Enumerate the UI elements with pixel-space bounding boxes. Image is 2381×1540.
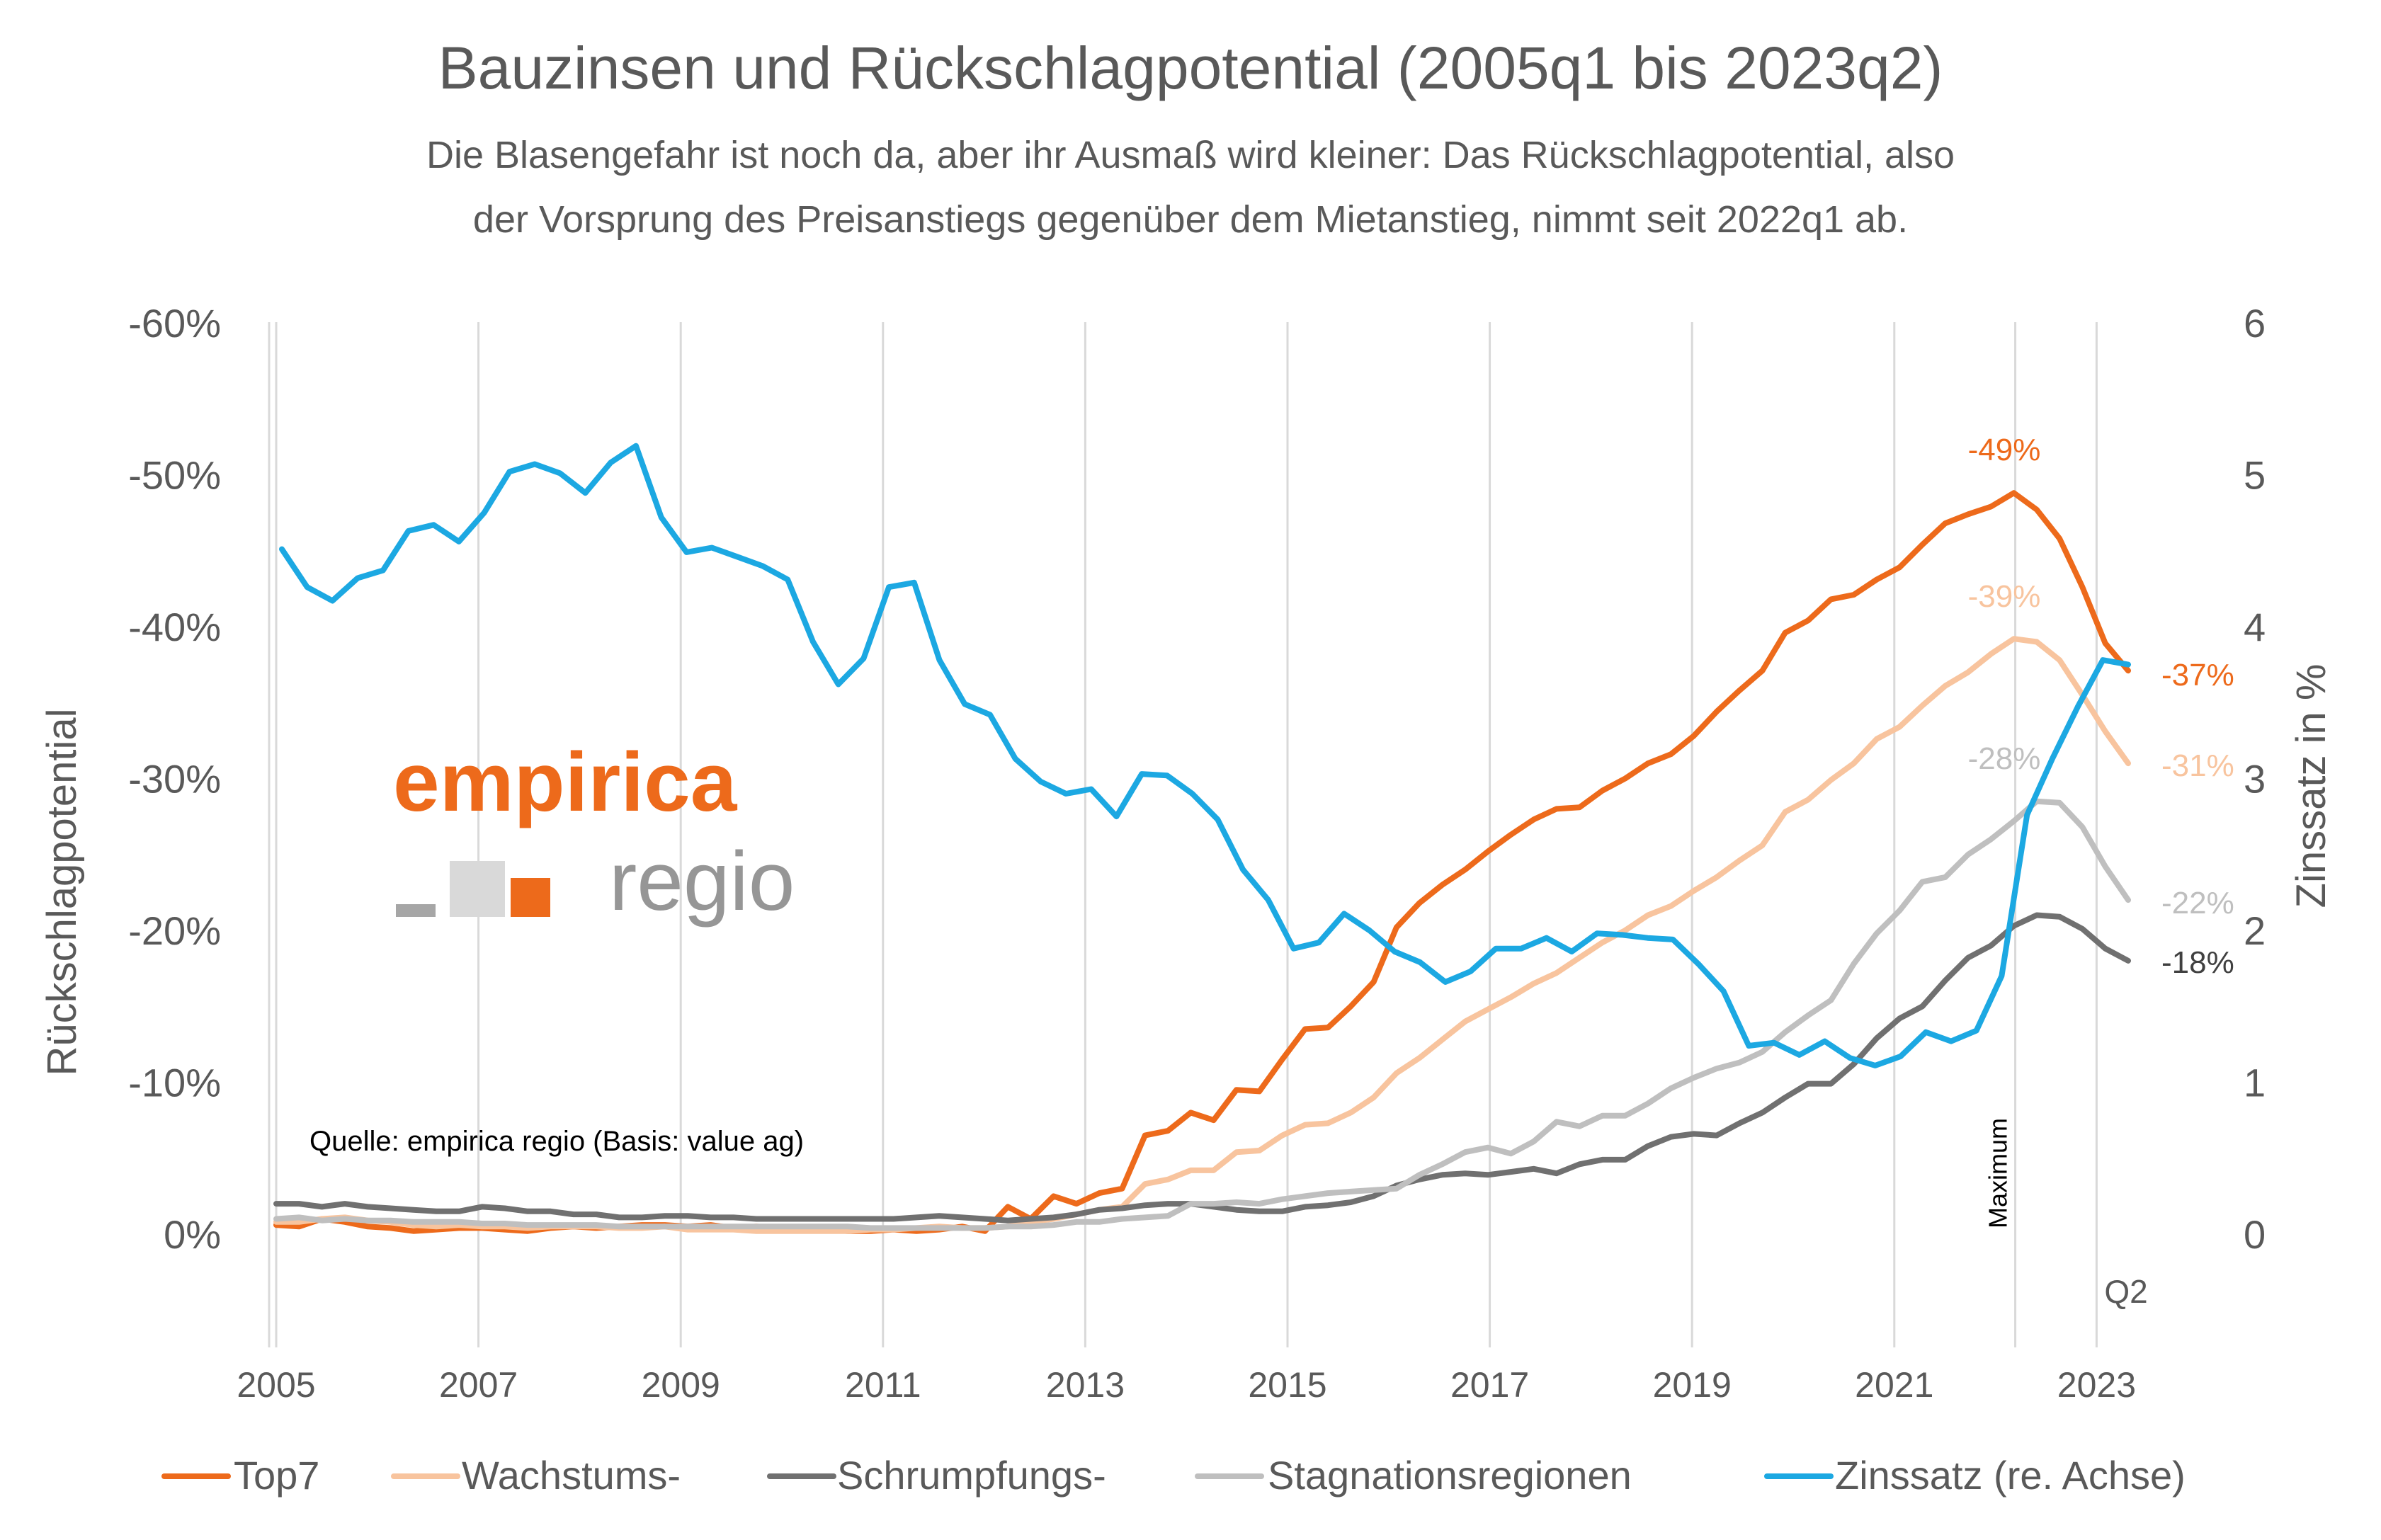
y-right-axis-title: Zinssatz in %: [2288, 664, 2334, 908]
x-tick-label: 2015: [1248, 1365, 1326, 1405]
y-left-tick-label: -10%: [128, 1061, 221, 1105]
maximum-marker: Maximum Q2: [1984, 322, 2148, 1347]
source-note: Quelle: empirica regio (Basis: value ag): [309, 1126, 804, 1157]
label-wachstum-end: -31%: [2161, 748, 2234, 783]
label-top7-peak: -49%: [1968, 433, 2041, 467]
y-right-tick-label: 1: [2244, 1061, 2266, 1105]
legend-label-3: Stagnationsregionen: [1268, 1453, 1632, 1498]
y-right-tick-label: 3: [2244, 757, 2266, 802]
series-line-0: [273, 490, 2131, 1234]
label-schrumpfung-end: -18%: [2161, 945, 2234, 980]
x-tick-label: 2005: [237, 1365, 315, 1405]
x-tick-label: 2009: [642, 1365, 720, 1405]
x-tick-label: 2017: [1450, 1365, 1529, 1405]
series-line-4: [279, 443, 2131, 1068]
y-left-tick-label: -40%: [128, 605, 221, 649]
series-line-2: [273, 912, 2131, 1224]
logo-square-1: [396, 904, 436, 917]
series-layer: [273, 443, 2131, 1234]
y-left-tick-label: -50%: [128, 453, 221, 498]
label-stagnation-peak: -28%: [1968, 741, 2041, 776]
y-right-tick-label: 4: [2244, 605, 2266, 649]
legend: Top7 Wachstums- Schrumpfungs- Stagnationsre…: [161, 1453, 2186, 1498]
logo-wordmark-regio: regio: [609, 835, 795, 928]
series-line-3: [273, 798, 2131, 1231]
legend-label-1: Wachstums-: [462, 1453, 681, 1498]
x-tick-label: 2021: [1855, 1365, 1933, 1405]
x-tick-label: 2011: [845, 1365, 921, 1405]
y-left-axis-title: Rückschlagpotential: [39, 708, 85, 1076]
x-tick-label: 2023: [2057, 1365, 2136, 1405]
x-tick-label: 2019: [1653, 1365, 1732, 1405]
labels-layer: -49% -37% -39% -31% -28% -22% -18%: [1968, 433, 2234, 980]
y-left-tick-label: -60%: [128, 301, 221, 346]
q2-label: Q2: [2104, 1273, 2147, 1310]
chart-subtitle-line-2: der Vorsprung des Preisanstiegs gegenübe…: [473, 198, 1908, 241]
grid: [268, 322, 2098, 1347]
logo-square-2: [450, 861, 505, 917]
legend-label-0: Top7: [234, 1453, 319, 1498]
legend-label-4: Zinssatz (re. Achse): [1835, 1453, 2186, 1498]
x-tick-label: 2007: [439, 1365, 518, 1405]
y-left-tick-label: -30%: [128, 757, 221, 802]
y-right-tick-label: 6: [2244, 301, 2266, 346]
chart-title: Bauzinsen und Rückschlagpotential (2005q…: [438, 35, 1943, 101]
y-right-tick-label: 5: [2244, 453, 2266, 498]
legend-label-2: Schrumpfungs-: [837, 1453, 1106, 1498]
logo-square-3: [511, 878, 550, 917]
label-wachstum-peak: -39%: [1968, 579, 2041, 614]
y-right-tick-label: 0: [2244, 1212, 2266, 1257]
label-top7-end: -37%: [2161, 658, 2234, 692]
chart-subtitle-line-1: Die Blasengefahr ist noch da, aber ihr A…: [426, 134, 1955, 176]
logo-wordmark-empirica: empirica: [393, 736, 738, 829]
y-left-tick-label: 0%: [164, 1212, 221, 1257]
empirica-regio-logo: empirica regio: [393, 736, 795, 928]
y-left-tick-label: -20%: [128, 908, 221, 953]
axes-layer: 2005 2007 2009 2011 2013 2015 2017 2019 2021 2023…: [39, 301, 2334, 1405]
y-right-tick-label: 2: [2244, 908, 2266, 953]
maximum-label: Maximum: [1984, 1118, 2013, 1228]
x-tick-label: 2013: [1046, 1365, 1125, 1405]
label-stagnation-end: -22%: [2161, 886, 2234, 920]
